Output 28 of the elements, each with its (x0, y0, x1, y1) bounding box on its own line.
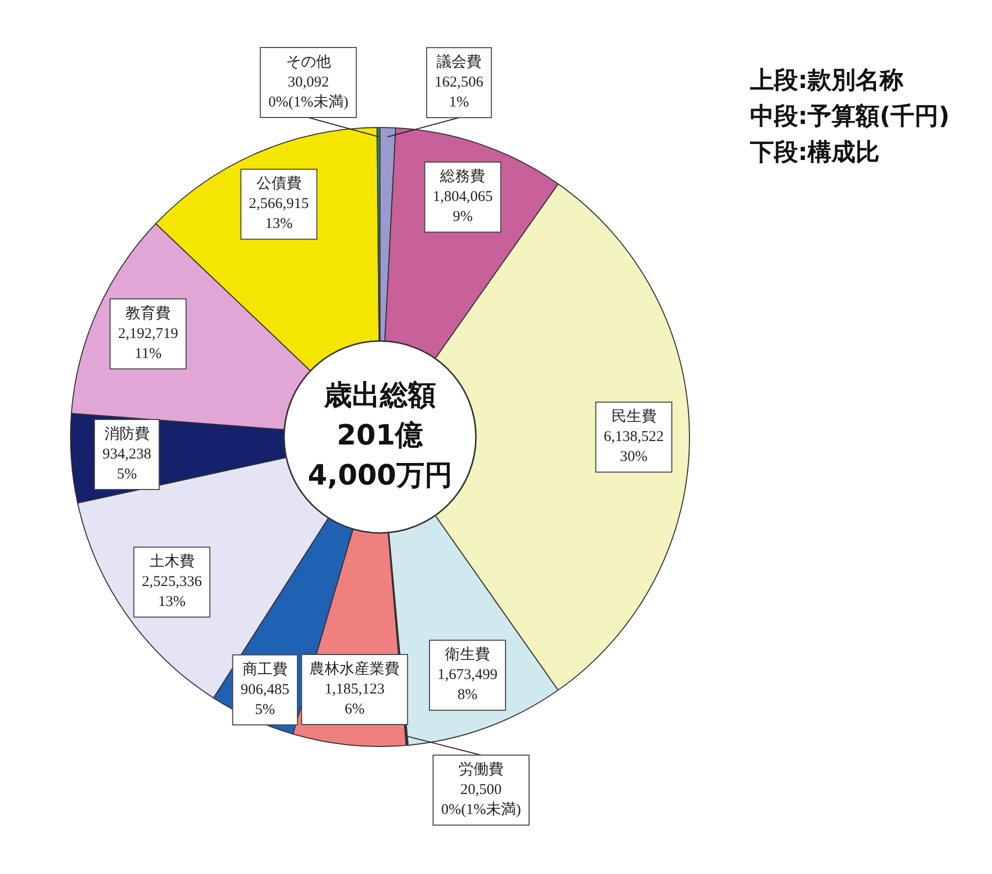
data-label: 2,566,915 13% (248, 196, 309, 232)
text: 上段:款別名称 (750, 65, 905, 96)
slice-label: 労働費 (458, 761, 504, 778)
slice-label: 公債費 (256, 175, 302, 192)
data-label: 1,804,065 9% (432, 189, 493, 226)
data-label: 2,525,336 13% (142, 574, 202, 610)
slice-label: 民生費 (611, 408, 656, 426)
slice-label: 農林水産業費 (310, 660, 400, 678)
slice-label: 消防費 (104, 425, 150, 442)
text: 下段:構成比 (750, 137, 881, 168)
text: 中段:予算額(千円) (750, 101, 950, 132)
data-label: 6,138,522 30% (604, 429, 664, 466)
data-label: 30,092 0%(1%未満) (268, 74, 348, 110)
text: 歳出総額 201億 4,000万円 (308, 378, 452, 492)
data-label: 1,185,123 6% (324, 681, 385, 718)
slice-label: その他 (286, 53, 331, 70)
slice-label: 教育費 (126, 304, 171, 322)
slice-label: 土木費 (149, 553, 194, 570)
data-label: 1,673,499 8% (437, 667, 498, 704)
data-label: 934,238 5% (102, 446, 152, 482)
data-label: 20,500 0%(1%未満) (441, 782, 522, 818)
slice-label: 衛生費 (444, 646, 490, 664)
data-label: 2,192,719 11% (118, 326, 178, 362)
data-label: 906,485 5% (240, 682, 290, 718)
slice-label: 商工費 (242, 660, 288, 678)
slice-label: 議会費 (436, 54, 482, 71)
data-label: 162,506 1% (434, 74, 484, 111)
slice-label: 総務費 (439, 168, 486, 186)
